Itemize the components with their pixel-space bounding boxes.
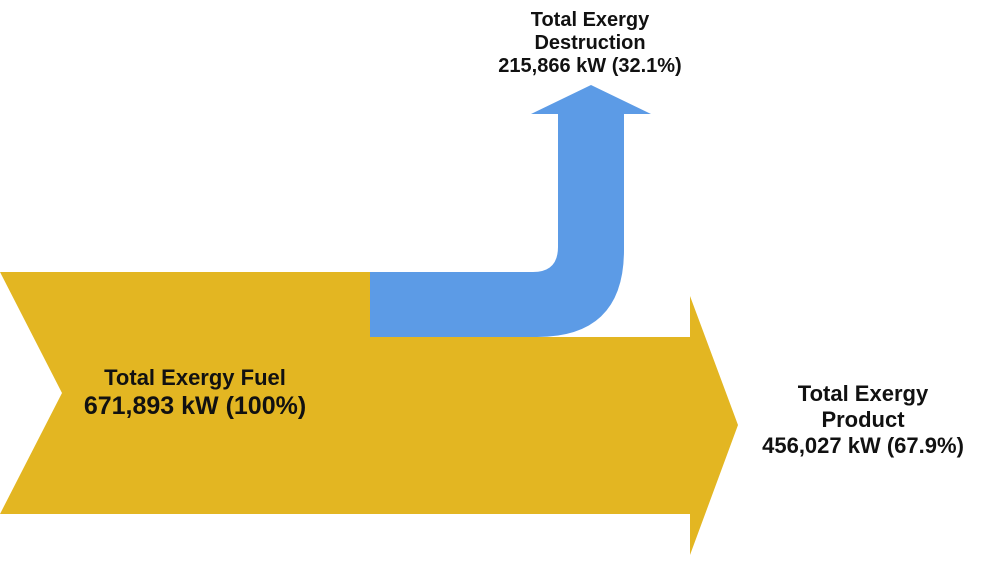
destruction-title-line2: Destruction [534,32,646,54]
destruction-flow-arrow [370,85,651,337]
destruction-value: 215,866 kW (32.1%) [498,55,682,77]
product-value: 456,027 kW (67.9%) [762,432,964,458]
product-title-line2: Product [821,406,905,432]
destruction-title-line1: Total Exergy [530,9,650,31]
fuel-label: Total Exergy Fuel 671,893 kW (100%) [40,365,350,421]
destruction-label: Total Exergy Destruction 215,866 kW (32.… [455,9,725,78]
fuel-product-flow-arrow [0,272,738,555]
product-label: Total Exergy Product 456,027 kW (67.9%) [732,381,994,459]
fuel-value: 671,893 kW (100%) [83,392,307,421]
product-title-line1: Total Exergy [797,381,929,406]
fuel-title: Total Exergy Fuel [104,365,286,390]
